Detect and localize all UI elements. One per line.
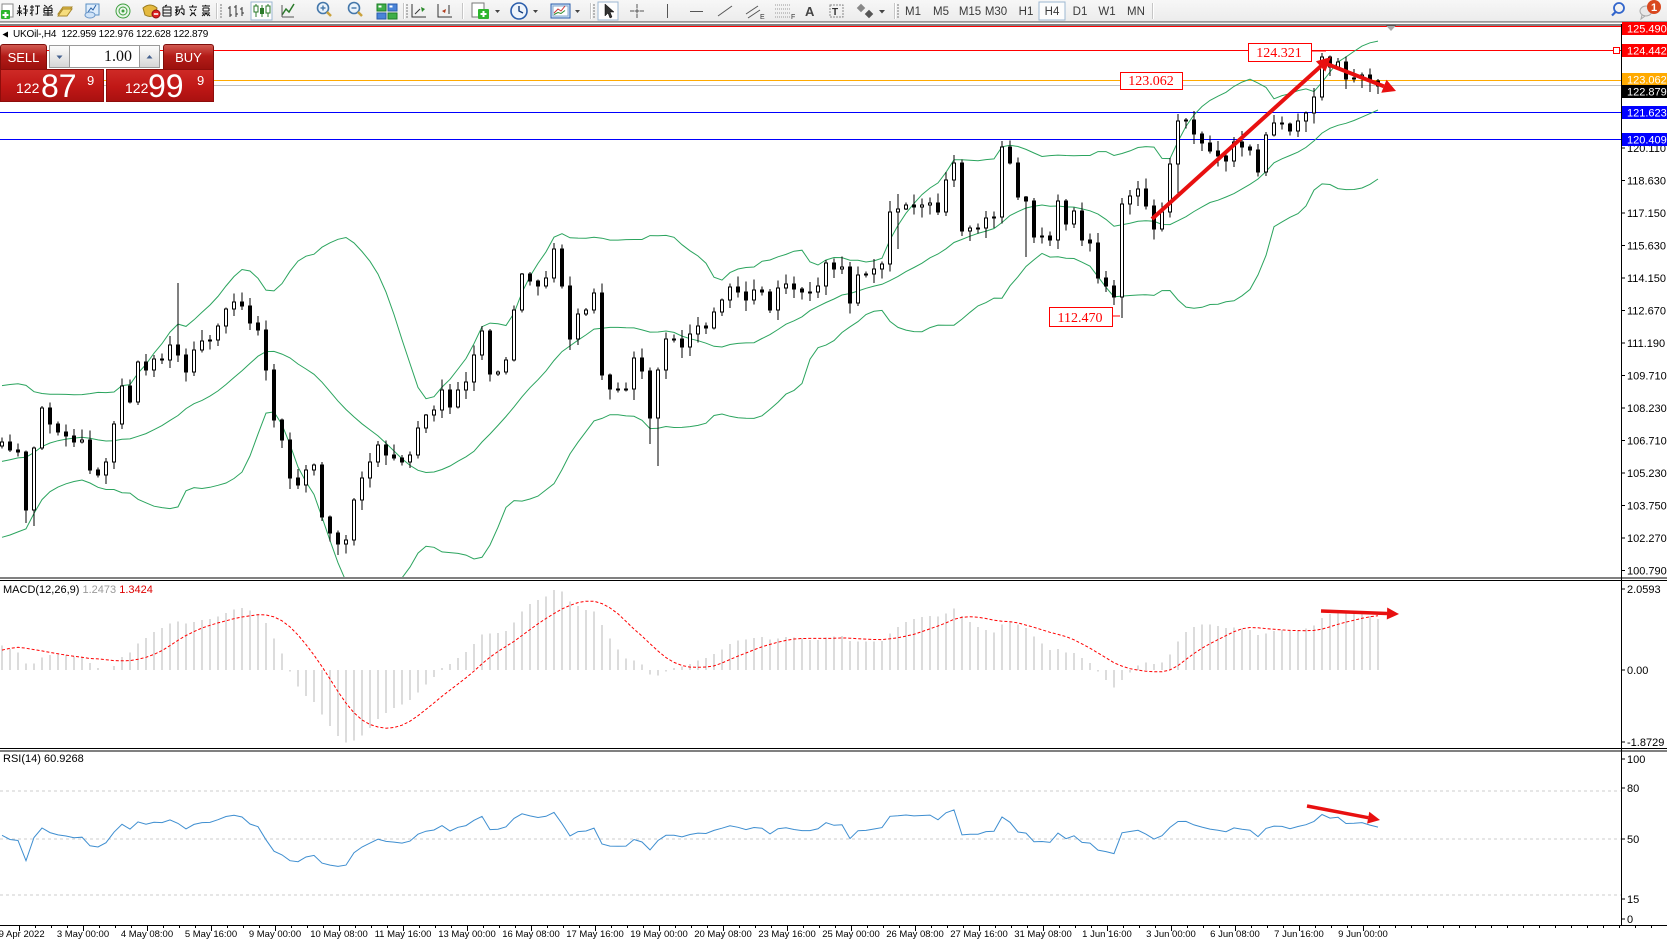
svg-text:13 May 00:00: 13 May 00:00 xyxy=(438,929,496,939)
svg-text:125.490: 125.490 xyxy=(1627,24,1667,36)
svg-text:1: 1 xyxy=(1651,2,1657,14)
svg-text:123.062: 123.062 xyxy=(1627,75,1667,87)
svg-text:3 Jun 00:00: 3 Jun 00:00 xyxy=(1146,929,1196,939)
svg-text:19 May 00:00: 19 May 00:00 xyxy=(630,929,688,939)
svg-text:106.710: 106.710 xyxy=(1627,436,1667,448)
svg-text:4 May 08:00: 4 May 08:00 xyxy=(121,929,173,939)
svg-text:H1: H1 xyxy=(1019,6,1034,18)
svg-text:108.230: 108.230 xyxy=(1627,403,1667,415)
svg-text:109.710: 109.710 xyxy=(1627,371,1667,383)
svg-text:9 Jun 00:00: 9 Jun 00:00 xyxy=(1338,929,1388,939)
svg-text:103.750: 103.750 xyxy=(1627,501,1667,513)
svg-text:MN: MN xyxy=(1127,6,1145,18)
svg-text:23 May 16:00: 23 May 16:00 xyxy=(758,929,816,939)
svg-text:6 Jun 08:00: 6 Jun 08:00 xyxy=(1210,929,1260,939)
svg-text:26 May 08:00: 26 May 08:00 xyxy=(886,929,944,939)
svg-text:9 May 00:00: 9 May 00:00 xyxy=(249,929,301,939)
svg-text:MACD(12,26,9) 1.2473 1.3424: MACD(12,26,9) 1.2473 1.3424 xyxy=(3,584,153,596)
svg-text:100: 100 xyxy=(1627,754,1645,766)
svg-text:17 May 16:00: 17 May 16:00 xyxy=(566,929,624,939)
svg-text:25 May 00:00: 25 May 00:00 xyxy=(822,929,880,939)
svg-text:100.790: 100.790 xyxy=(1627,566,1667,578)
svg-text:122.879: 122.879 xyxy=(1627,87,1667,99)
svg-text:0: 0 xyxy=(1627,914,1633,926)
svg-text:16 May 08:00: 16 May 08:00 xyxy=(502,929,560,939)
svg-text:M5: M5 xyxy=(933,6,949,18)
svg-text:105.230: 105.230 xyxy=(1627,468,1667,480)
svg-text:102.270: 102.270 xyxy=(1627,533,1667,545)
svg-text:1 Jun 16:00: 1 Jun 16:00 xyxy=(1082,929,1132,939)
svg-text:114.150: 114.150 xyxy=(1627,273,1666,285)
svg-text:5 May 16:00: 5 May 16:00 xyxy=(185,929,237,939)
svg-text:50: 50 xyxy=(1627,834,1639,846)
svg-text:20 May 08:00: 20 May 08:00 xyxy=(694,929,752,939)
svg-text:117.150: 117.150 xyxy=(1627,208,1666,220)
svg-text:112.670: 112.670 xyxy=(1627,306,1666,318)
svg-text:31 May 08:00: 31 May 08:00 xyxy=(1014,929,1072,939)
svg-text:11 May 16:00: 11 May 16:00 xyxy=(375,929,432,939)
svg-text:E: E xyxy=(760,14,765,21)
svg-text:120.409: 120.409 xyxy=(1627,135,1667,147)
svg-text:F: F xyxy=(791,14,795,21)
svg-text:2.0593: 2.0593 xyxy=(1627,584,1661,596)
svg-text:3 May 00:00: 3 May 00:00 xyxy=(57,929,109,939)
svg-text:27 May 16:00: 27 May 16:00 xyxy=(950,929,1008,939)
svg-text:M15: M15 xyxy=(959,6,981,18)
svg-text:A: A xyxy=(805,4,815,19)
svg-text:H4: H4 xyxy=(1045,6,1060,18)
svg-text:D1: D1 xyxy=(1073,6,1088,18)
svg-text:29 Apr 2022: 29 Apr 2022 xyxy=(0,929,45,939)
svg-text:124.442: 124.442 xyxy=(1627,46,1667,58)
svg-text:10 May 08:00: 10 May 08:00 xyxy=(310,929,368,939)
svg-text:M1: M1 xyxy=(905,6,921,18)
svg-text:124.321: 124.321 xyxy=(1256,46,1302,61)
svg-text:111.190: 111.190 xyxy=(1627,338,1665,350)
svg-text:RSI(14) 60.9268: RSI(14) 60.9268 xyxy=(3,753,84,765)
svg-text:80: 80 xyxy=(1627,783,1639,795)
svg-text:118.630: 118.630 xyxy=(1627,176,1666,188)
svg-text:112.470: 112.470 xyxy=(1058,311,1103,326)
svg-text:UKOil-,H4 122.959 122.976 122: UKOil-,H4 122.959 122.976 122.628 122.87… xyxy=(13,29,209,40)
svg-text:T: T xyxy=(832,7,838,18)
svg-text:15: 15 xyxy=(1627,894,1639,906)
svg-text:121.623: 121.623 xyxy=(1627,108,1667,120)
svg-text:115.630: 115.630 xyxy=(1627,241,1666,253)
svg-text:7 Jun 16:00: 7 Jun 16:00 xyxy=(1274,929,1324,939)
svg-text:123.062: 123.062 xyxy=(1128,74,1174,89)
svg-text:M30: M30 xyxy=(985,6,1007,18)
svg-text:0.00: 0.00 xyxy=(1627,665,1648,677)
svg-text:W1: W1 xyxy=(1098,6,1115,18)
svg-text:-1.8729: -1.8729 xyxy=(1627,737,1664,749)
